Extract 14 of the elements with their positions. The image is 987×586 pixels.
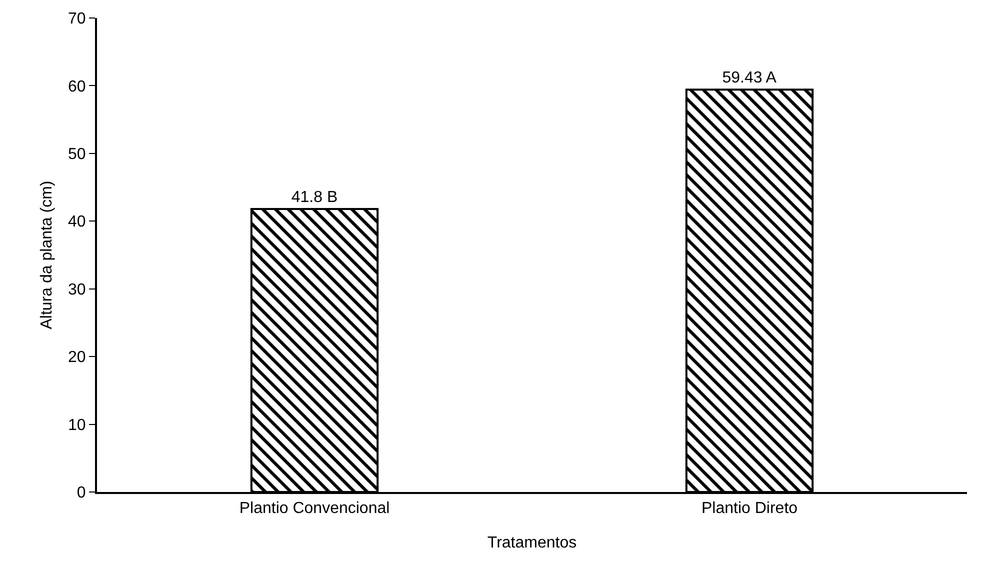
x-tick-label: Plantio Convencional <box>239 500 390 518</box>
y-tick-label: 30 <box>68 281 86 298</box>
x-axis-title: Tratamentos <box>487 534 577 552</box>
y-tick-label: 70 <box>68 10 86 28</box>
y-tick-label: 10 <box>68 416 86 434</box>
x-tick-label: Plantio Direto <box>701 500 798 518</box>
y-tick-label: 20 <box>68 349 86 366</box>
y-axis-title: Altura da planta (cm) <box>38 180 56 330</box>
y-tick-label: 50 <box>68 146 86 164</box>
data-label: 59.43 A <box>722 70 777 87</box>
data-label: 41.8 B <box>291 188 338 206</box>
y-tick-label: 40 <box>68 214 86 231</box>
y-tick-label: 0 <box>76 484 86 502</box>
y-tick-label: 60 <box>68 78 86 96</box>
